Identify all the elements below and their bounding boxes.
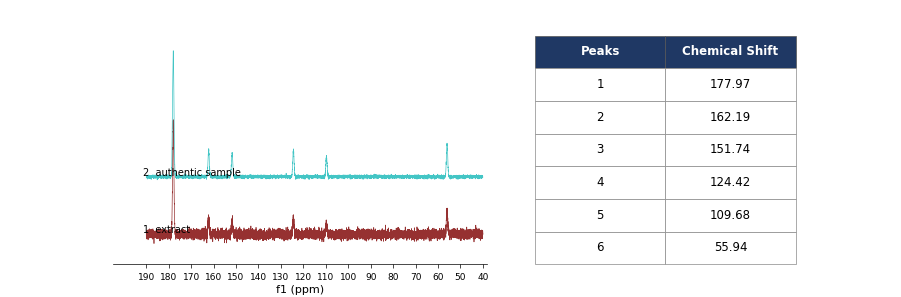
Text: 2  authentic sample: 2 authentic sample xyxy=(143,168,241,178)
X-axis label: f1 (ppm): f1 (ppm) xyxy=(276,285,324,295)
Text: 1  extract: 1 extract xyxy=(143,225,190,235)
